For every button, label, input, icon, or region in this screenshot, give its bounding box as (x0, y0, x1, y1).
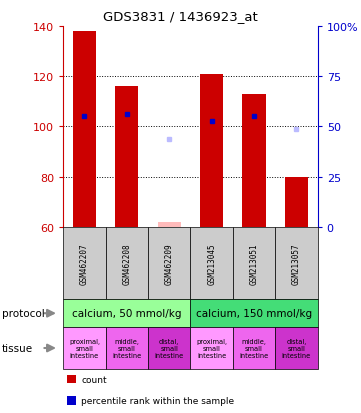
Text: middle,
small
intestine: middle, small intestine (239, 338, 269, 358)
Bar (242, 95, 266, 227)
Bar (157, 222, 181, 227)
Text: distal,
small
intestine: distal, small intestine (282, 338, 311, 358)
Bar (200, 74, 223, 227)
Text: count: count (81, 375, 107, 384)
Bar (73, 32, 96, 227)
Text: GDS3831 / 1436923_at: GDS3831 / 1436923_at (103, 10, 258, 23)
Text: tissue: tissue (2, 343, 33, 353)
Text: GSM213057: GSM213057 (292, 242, 301, 284)
Text: proximal,
small
intestine: proximal, small intestine (69, 338, 100, 358)
Text: calcium, 50 mmol/kg: calcium, 50 mmol/kg (72, 309, 182, 318)
Text: calcium, 150 mmol/kg: calcium, 150 mmol/kg (196, 309, 312, 318)
Bar (115, 87, 139, 227)
Text: GSM462207: GSM462207 (80, 242, 89, 284)
Text: GSM213051: GSM213051 (249, 242, 258, 284)
Text: distal,
small
intestine: distal, small intestine (155, 338, 184, 358)
Text: proximal,
small
intestine: proximal, small intestine (196, 338, 227, 358)
Text: protocol: protocol (2, 309, 44, 318)
Text: GSM213045: GSM213045 (207, 242, 216, 284)
Text: GSM462209: GSM462209 (165, 242, 174, 284)
Text: middle,
small
intestine: middle, small intestine (112, 338, 142, 358)
Text: GSM462208: GSM462208 (122, 242, 131, 284)
Bar (285, 177, 308, 227)
Text: percentile rank within the sample: percentile rank within the sample (81, 396, 234, 405)
